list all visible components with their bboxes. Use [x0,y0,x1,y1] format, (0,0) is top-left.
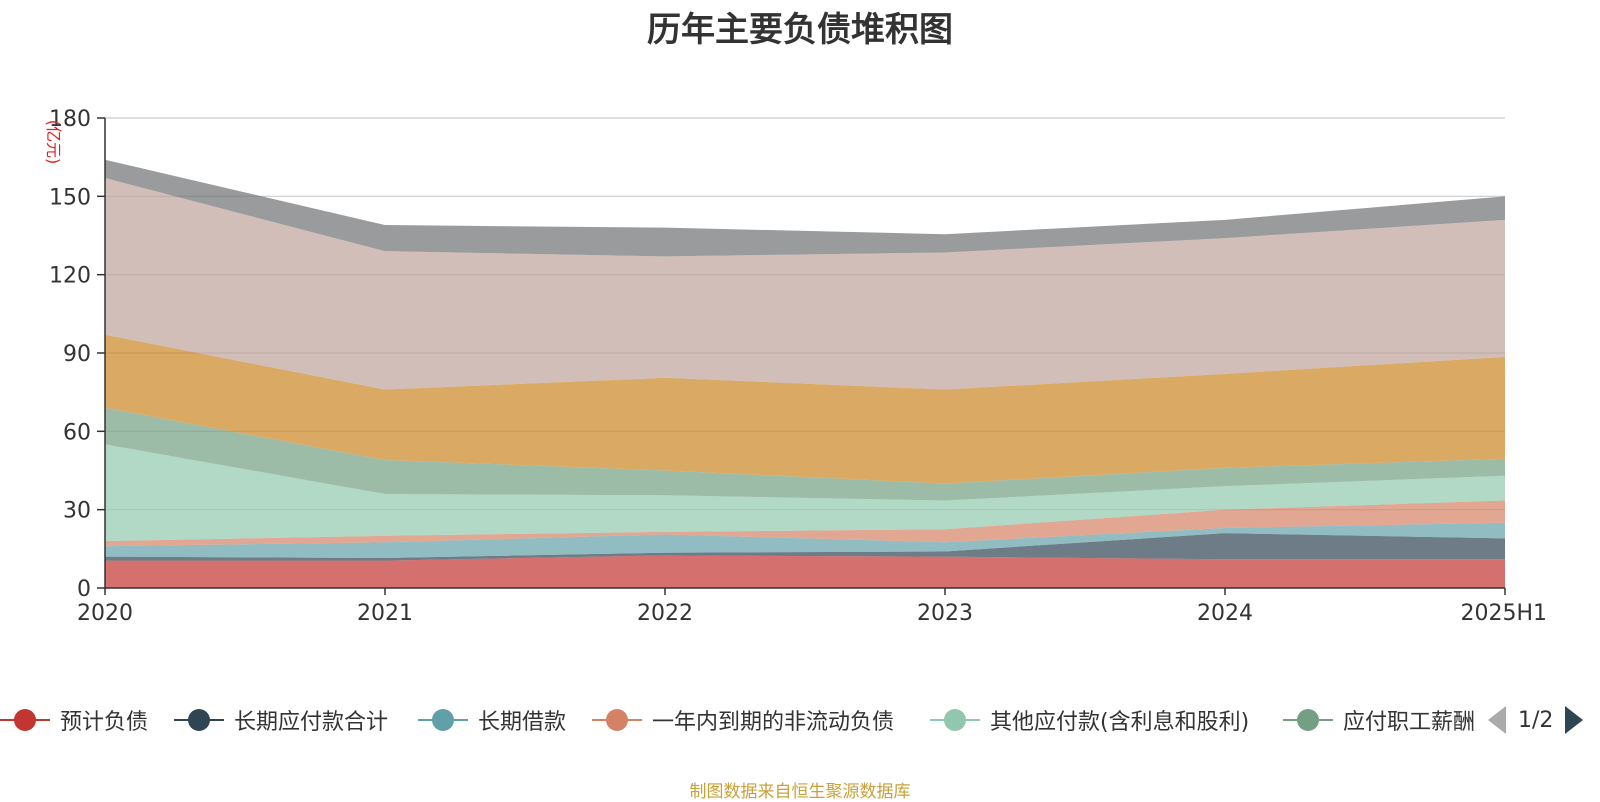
y-axis-label: (亿元) [44,120,63,165]
legend-marker-icon [592,708,642,732]
legend-pager: 1/2 [1488,702,1584,738]
x-tick-label-4: 2024 [1197,601,1253,626]
area-series-0[interactable] [105,555,1505,588]
x-tick-label-5: 2025H1 [1460,601,1547,626]
legend-marker-icon [0,708,50,732]
y-tick-label-5: 150 [49,185,91,210]
legend: 预计负债 长期应付款合计 长期借款 一年内到期的非流动负债 其他应付款(含利息和股利) 应… [0,700,1480,740]
legend-item-1[interactable]: 长期应付款合计 [174,700,388,740]
legend-item-3[interactable]: 一年内到期的非流动负债 [592,700,894,740]
x-tick-label-3: 2023 [917,601,973,626]
area-series-7[interactable] [105,178,1505,390]
y-tick-label-6: 180 [49,107,91,132]
legend-marker-icon [1283,708,1333,732]
x-tick-label-2: 2022 [637,601,693,626]
legend-label: 长期应付款合计 [234,710,389,735]
legend-label: 一年内到期的非流动负债 [652,710,895,735]
legend-label: 长期借款 [478,710,567,735]
area-series-3[interactable] [105,500,1505,547]
legend-page-indicator: 1/2 [1518,707,1554,733]
legend-item-5[interactable]: 应付职工薪酬 [1283,700,1475,740]
legend-item-4[interactable]: 其他应付款(含利息和股利) [930,700,1249,740]
x-tick-label-0: 2020 [77,601,133,626]
legend-next-arrow-icon[interactable] [1565,706,1584,734]
legend-label: 预计负债 [60,710,149,735]
chart-title: 历年主要负债堆积图 [647,10,953,50]
stacked-area-chart: 0 30 60 90 120 150 180(亿元) 2020 2021 2022 2023 2024… [44,107,1547,626]
y-tick-label-2: 60 [63,420,91,445]
x-tick-label-1: 2021 [357,601,413,626]
y-tick-label-0: 0 [77,577,91,602]
area-series-4[interactable] [105,444,1505,541]
legend-label: 应付职工薪酬 [1343,710,1476,735]
area-series-5[interactable] [105,407,1505,501]
area-series-1[interactable] [105,533,1505,561]
source-note: 制图数据来自恒生聚源数据库 [689,782,911,802]
legend-item-2[interactable]: 长期借款 [418,700,566,740]
y-tick-label-3: 90 [63,342,91,367]
area-series-8[interactable] [105,159,1505,257]
y-tick-label-4: 120 [49,264,91,289]
legend-prev-arrow-icon[interactable] [1488,706,1506,734]
area-series-6[interactable] [105,334,1505,484]
legend-marker-icon [418,708,468,732]
legend-marker-icon [174,708,224,732]
y-tick-label-1: 30 [63,499,91,524]
legend-label: 其他应付款(含利息和股利) [990,710,1250,735]
legend-marker-icon [930,708,980,732]
legend-item-0[interactable]: 预计负债 [0,700,148,740]
